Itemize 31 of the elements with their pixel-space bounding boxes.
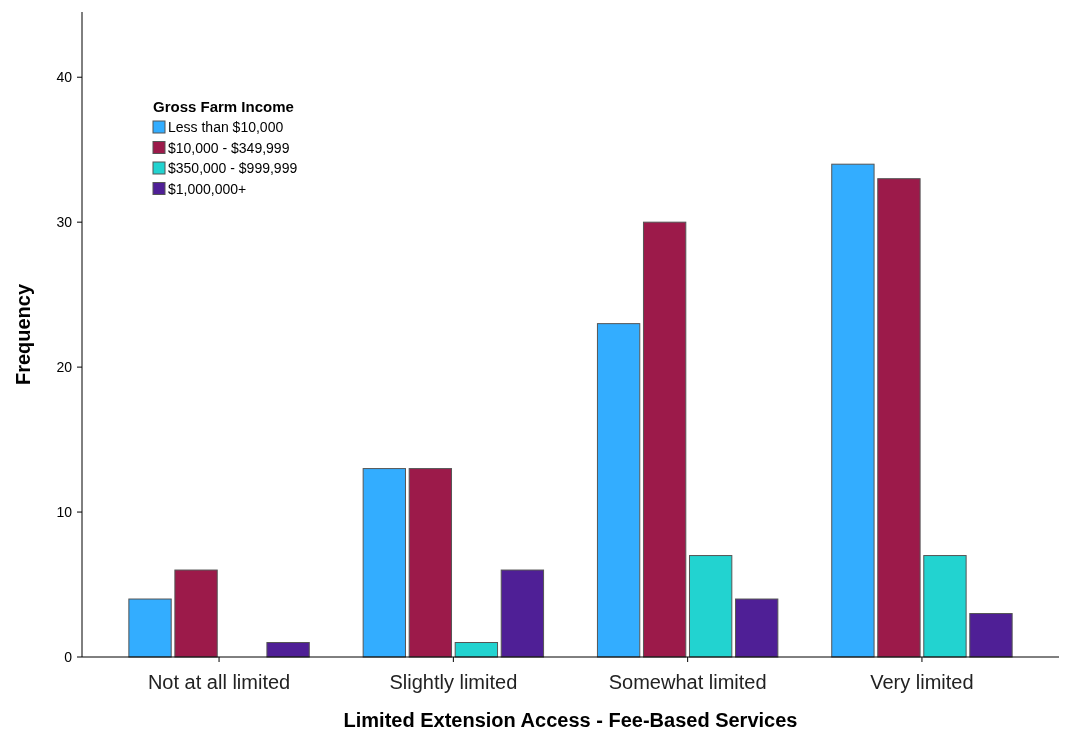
x-tick-label: Slightly limited xyxy=(389,671,518,693)
bar xyxy=(642,221,687,658)
y-tick-label: 20 xyxy=(56,359,73,376)
y-tick-label: 30 xyxy=(56,214,73,231)
legend-label: $10,000 - $349,999 xyxy=(168,139,290,156)
bar xyxy=(923,555,967,658)
y-tick-label: 0 xyxy=(64,648,73,665)
bar xyxy=(969,613,1013,658)
legend-label: $1,000,000+ xyxy=(168,180,247,197)
x-tick-label: Very limited xyxy=(870,671,974,693)
bar xyxy=(596,323,641,658)
bar xyxy=(128,598,172,658)
y-axis-title: Frequency xyxy=(12,283,34,386)
bar xyxy=(831,163,875,658)
bar xyxy=(174,569,218,658)
y-tick-label: 40 xyxy=(56,69,73,86)
bar xyxy=(454,642,499,658)
bar xyxy=(500,569,545,658)
x-tick-label: Not at all limited xyxy=(147,671,291,693)
legend-label: Less than $10,000 xyxy=(168,119,284,135)
x-axis-title: Limited Extension Access - Fee-Based Services xyxy=(343,709,798,731)
bar xyxy=(408,468,453,658)
bar xyxy=(266,642,310,658)
legend-label: $350,000 - $999,999 xyxy=(168,160,298,176)
x-tick-label: Somewhat limited xyxy=(608,671,767,693)
bar xyxy=(362,468,406,658)
y-tick-label: 10 xyxy=(56,503,73,520)
bar xyxy=(735,598,779,658)
legend-title: Gross Farm Income xyxy=(153,98,294,115)
bar xyxy=(688,555,733,658)
bar xyxy=(877,178,921,658)
